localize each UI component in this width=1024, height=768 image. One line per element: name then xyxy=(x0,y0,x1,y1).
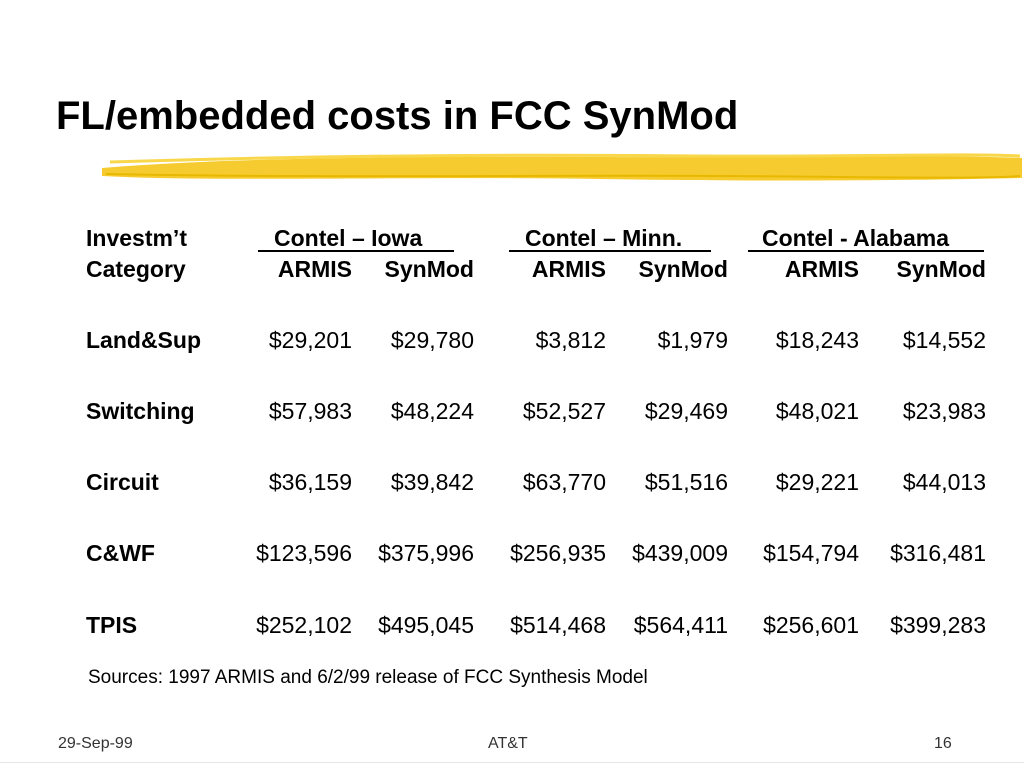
cell-landsup-alabama-synmod: $14,552 xyxy=(902,327,986,353)
cell-circuit-alabama-armis: $29,221 xyxy=(775,469,859,495)
highlighter-stroke xyxy=(102,153,1022,181)
row-label-landsup: Land&Sup xyxy=(86,327,201,353)
row-label-tpis: TPIS xyxy=(86,612,138,638)
cell-tpis-iowa-armis: $252,102 xyxy=(256,612,352,638)
cell-landsup-iowa-armis: $29,201 xyxy=(268,327,352,353)
group-header-alabama: Contel - Alabama xyxy=(762,225,950,251)
cell-circuit-iowa-synmod: $39,842 xyxy=(390,469,474,495)
cell-tpis-alabama-synmod: $399,283 xyxy=(890,612,986,638)
cell-switching-iowa-armis: $57,983 xyxy=(268,398,352,424)
cell-circuit-minn-synmod: $51,516 xyxy=(644,469,728,495)
footer-page-number: 16 xyxy=(934,735,952,752)
header-investment-label: Investm’t xyxy=(86,225,187,251)
cell-cwf-alabama-synmod: $316,481 xyxy=(890,540,986,566)
cell-switching-alabama-armis: $48,021 xyxy=(775,398,859,424)
sources-note: Sources: 1997 ARMIS and 6/2/99 release o… xyxy=(88,667,648,688)
cell-cwf-alabama-armis: $154,794 xyxy=(763,540,859,566)
group-underline-alabama xyxy=(748,250,984,252)
cell-tpis-minn-armis: $514,468 xyxy=(510,612,606,638)
cell-landsup-minn-synmod: $1,979 xyxy=(657,327,728,353)
subheader-iowa-synmod: SynMod xyxy=(384,256,474,282)
group-underline-minn xyxy=(509,250,711,252)
group-header-minn: Contel – Minn. xyxy=(525,225,683,251)
slide-title: FL/embedded costs in FCC SynMod xyxy=(56,94,739,138)
cell-circuit-minn-armis: $63,770 xyxy=(522,469,606,495)
subheader-minn-armis: ARMIS xyxy=(531,256,606,282)
cell-circuit-iowa-armis: $36,159 xyxy=(268,469,352,495)
row-label-cwf: C&WF xyxy=(86,540,155,566)
header-category-label: Category xyxy=(86,256,186,282)
footer-divider xyxy=(0,762,1024,763)
subheader-alabama-armis: ARMIS xyxy=(784,256,859,282)
cell-switching-minn-synmod: $29,469 xyxy=(644,398,728,424)
group-header-iowa: Contel – Iowa xyxy=(274,225,423,251)
cell-cwf-minn-synmod: $439,009 xyxy=(632,540,728,566)
subheader-iowa-armis: ARMIS xyxy=(277,256,352,282)
cell-landsup-minn-armis: $3,812 xyxy=(535,327,606,353)
cell-cwf-iowa-armis: $123,596 xyxy=(256,540,352,566)
row-label-circuit: Circuit xyxy=(86,469,159,495)
cell-switching-iowa-synmod: $48,224 xyxy=(390,398,474,424)
cell-cwf-iowa-synmod: $375,996 xyxy=(378,540,474,566)
cell-switching-alabama-synmod: $23,983 xyxy=(902,398,986,424)
cell-landsup-iowa-synmod: $29,780 xyxy=(390,327,474,353)
cell-tpis-minn-synmod: $564,411 xyxy=(633,612,728,638)
footer-company: AT&T xyxy=(488,735,528,752)
cell-switching-minn-armis: $52,527 xyxy=(522,398,606,424)
cell-circuit-alabama-synmod: $44,013 xyxy=(902,469,986,495)
cell-tpis-iowa-synmod: $495,045 xyxy=(378,612,474,638)
cell-tpis-alabama-armis: $256,601 xyxy=(763,612,859,638)
cell-landsup-alabama-armis: $18,243 xyxy=(775,327,859,353)
subheader-minn-synmod: SynMod xyxy=(638,256,728,282)
cell-cwf-minn-armis: $256,935 xyxy=(510,540,606,566)
group-underline-iowa xyxy=(258,250,454,252)
subheader-alabama-synmod: SynMod xyxy=(896,256,986,282)
footer-date: 29-Sep-99 xyxy=(58,735,133,752)
row-label-switching: Switching xyxy=(86,398,195,424)
